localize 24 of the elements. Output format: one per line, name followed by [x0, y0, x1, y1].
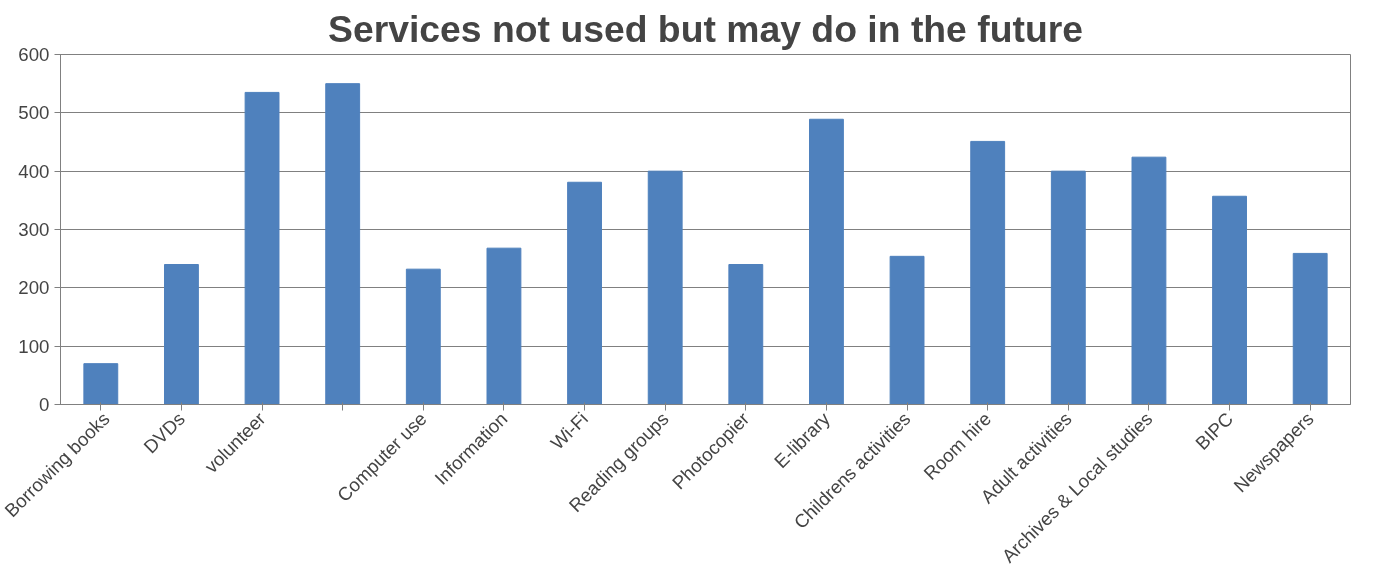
bar	[486, 247, 522, 405]
y-tick-label: 300	[18, 219, 50, 240]
y-tick-label: 500	[18, 102, 50, 124]
bar	[1050, 170, 1086, 405]
bar	[1292, 252, 1328, 405]
y-tick-label: 200	[18, 277, 50, 299]
bar	[809, 118, 844, 405]
y-tick-label: 100	[18, 335, 50, 357]
bar	[970, 140, 1006, 405]
y-tick-label: 400	[18, 160, 50, 182]
bar	[1212, 195, 1247, 405]
y-tick-label: 600	[18, 44, 50, 65]
bar	[164, 264, 199, 405]
bar	[325, 83, 361, 405]
bar	[244, 91, 280, 405]
y-tick-label: 0	[39, 394, 50, 415]
bar	[83, 363, 119, 405]
bar	[1131, 156, 1167, 405]
bar	[728, 264, 764, 405]
bar	[567, 181, 602, 405]
bar	[647, 170, 683, 405]
bar	[405, 268, 441, 405]
bar	[889, 255, 925, 405]
chart-title: Services not used but may do in the future	[328, 7, 1083, 50]
